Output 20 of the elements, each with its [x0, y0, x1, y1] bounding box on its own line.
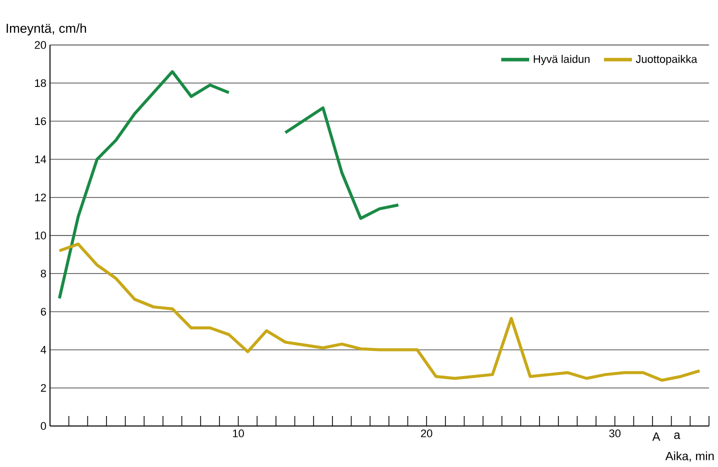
- y-tick-label: 8: [40, 270, 46, 278]
- y-tick-label: 4: [40, 346, 46, 354]
- y-tick-label: 20: [34, 41, 46, 49]
- y-tick-label: 14: [35, 156, 46, 164]
- legend-label: Juottopaikka: [636, 54, 698, 66]
- y-tick-label: 6: [40, 308, 46, 316]
- x-tick-label: 10: [233, 430, 244, 438]
- text: A: [652, 432, 660, 441]
- text: a: [674, 432, 680, 440]
- y-tick-label: 2: [40, 384, 46, 392]
- y-tick-label: 12: [35, 194, 46, 202]
- y-axis-title: Imeyntä, cm/h: [6, 23, 86, 36]
- y-tick-label: 0: [40, 422, 46, 430]
- x-tick-label: 30: [609, 430, 621, 438]
- y-tick-label: 18: [35, 79, 46, 87]
- x-tick-label: 20: [421, 430, 432, 438]
- y-tick-label: 16: [35, 117, 46, 126]
- x-axis-title: Aika, min: [665, 452, 714, 462]
- legend-label: Hyvä laidun: [534, 54, 590, 66]
- y-tick-label: 10: [35, 232, 46, 240]
